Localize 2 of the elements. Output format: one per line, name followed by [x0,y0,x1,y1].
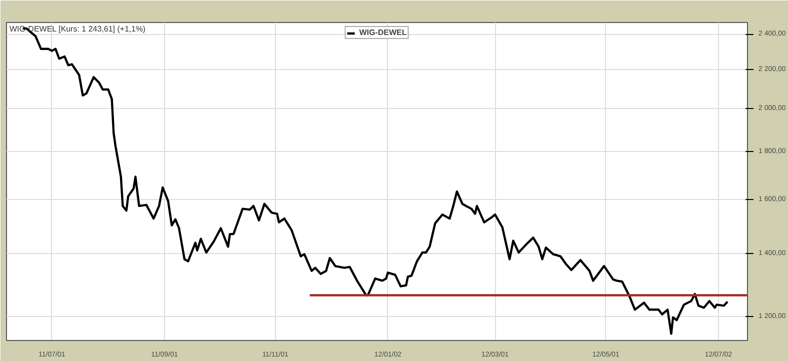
legend-label: WIG-DEWEL [359,28,407,37]
annotation: WIG-DEWEL [Kurs: 1 243,61] (+1,1%) [10,24,146,34]
